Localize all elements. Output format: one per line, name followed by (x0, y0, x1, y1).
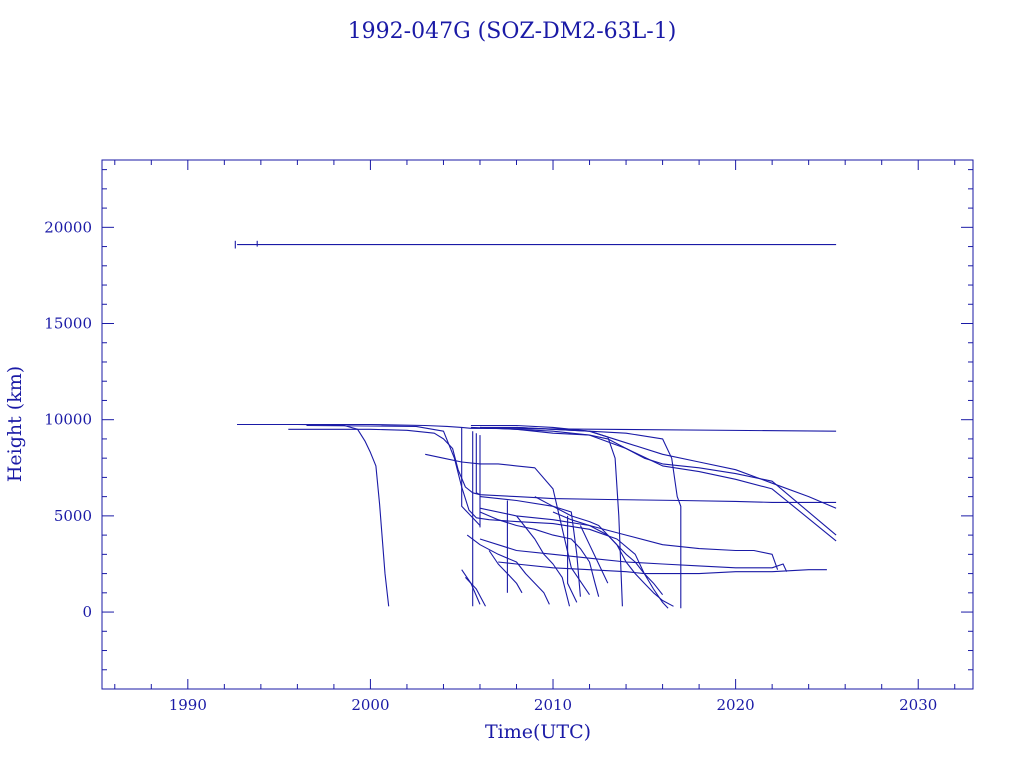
series-line-31 (567, 515, 578, 603)
series-line-7 (306, 424, 669, 609)
series-line-19 (516, 515, 571, 607)
chart-title: 1992-047G (SOZ-DM2-63L-1) (348, 19, 677, 44)
series-line-32 (579, 525, 609, 584)
x-tick-label: 2020 (717, 696, 755, 714)
series-line-9 (461, 427, 481, 526)
x-tick-label: 2000 (351, 696, 389, 714)
series-line-26 (498, 561, 827, 575)
series-line-28 (479, 507, 779, 570)
series-line-4 (237, 423, 390, 607)
series-line-8 (425, 453, 590, 596)
axis-ticks (102, 160, 973, 690)
series-line-27 (516, 426, 623, 607)
series-line-21 (470, 426, 837, 536)
series-line-11 (475, 433, 481, 496)
x-tick-label: 2010 (534, 696, 572, 714)
plot-frame (101, 159, 974, 690)
series-line-20 (470, 424, 837, 509)
series-line-30 (552, 511, 664, 596)
y-tick-label: 15000 (44, 315, 92, 333)
x-tick-label: 1990 (169, 696, 207, 714)
series-line-24 (479, 496, 581, 597)
series-line-15 (466, 534, 550, 605)
x-tick-label: 2030 (899, 696, 937, 714)
series-line-5 (237, 423, 837, 432)
series-line-22 (479, 426, 837, 542)
series-line-6 (288, 428, 837, 503)
y-tick-label: 0 (82, 603, 92, 621)
series-line-14 (464, 577, 486, 607)
y-tick-label: 10000 (44, 411, 92, 429)
tick-labels: 1990 2000 2010 2020 2030 0 5000 10000 15000 20000 (44, 218, 937, 714)
series-group (234, 240, 837, 609)
series-line-13 (461, 569, 481, 605)
x-axis-label: Time(UTC) (485, 721, 591, 743)
series-line-25 (479, 538, 788, 572)
y-tick-label: 5000 (54, 507, 92, 525)
y-axis-label: Height (km) (4, 366, 26, 482)
y-tick-label: 20000 (44, 218, 92, 236)
